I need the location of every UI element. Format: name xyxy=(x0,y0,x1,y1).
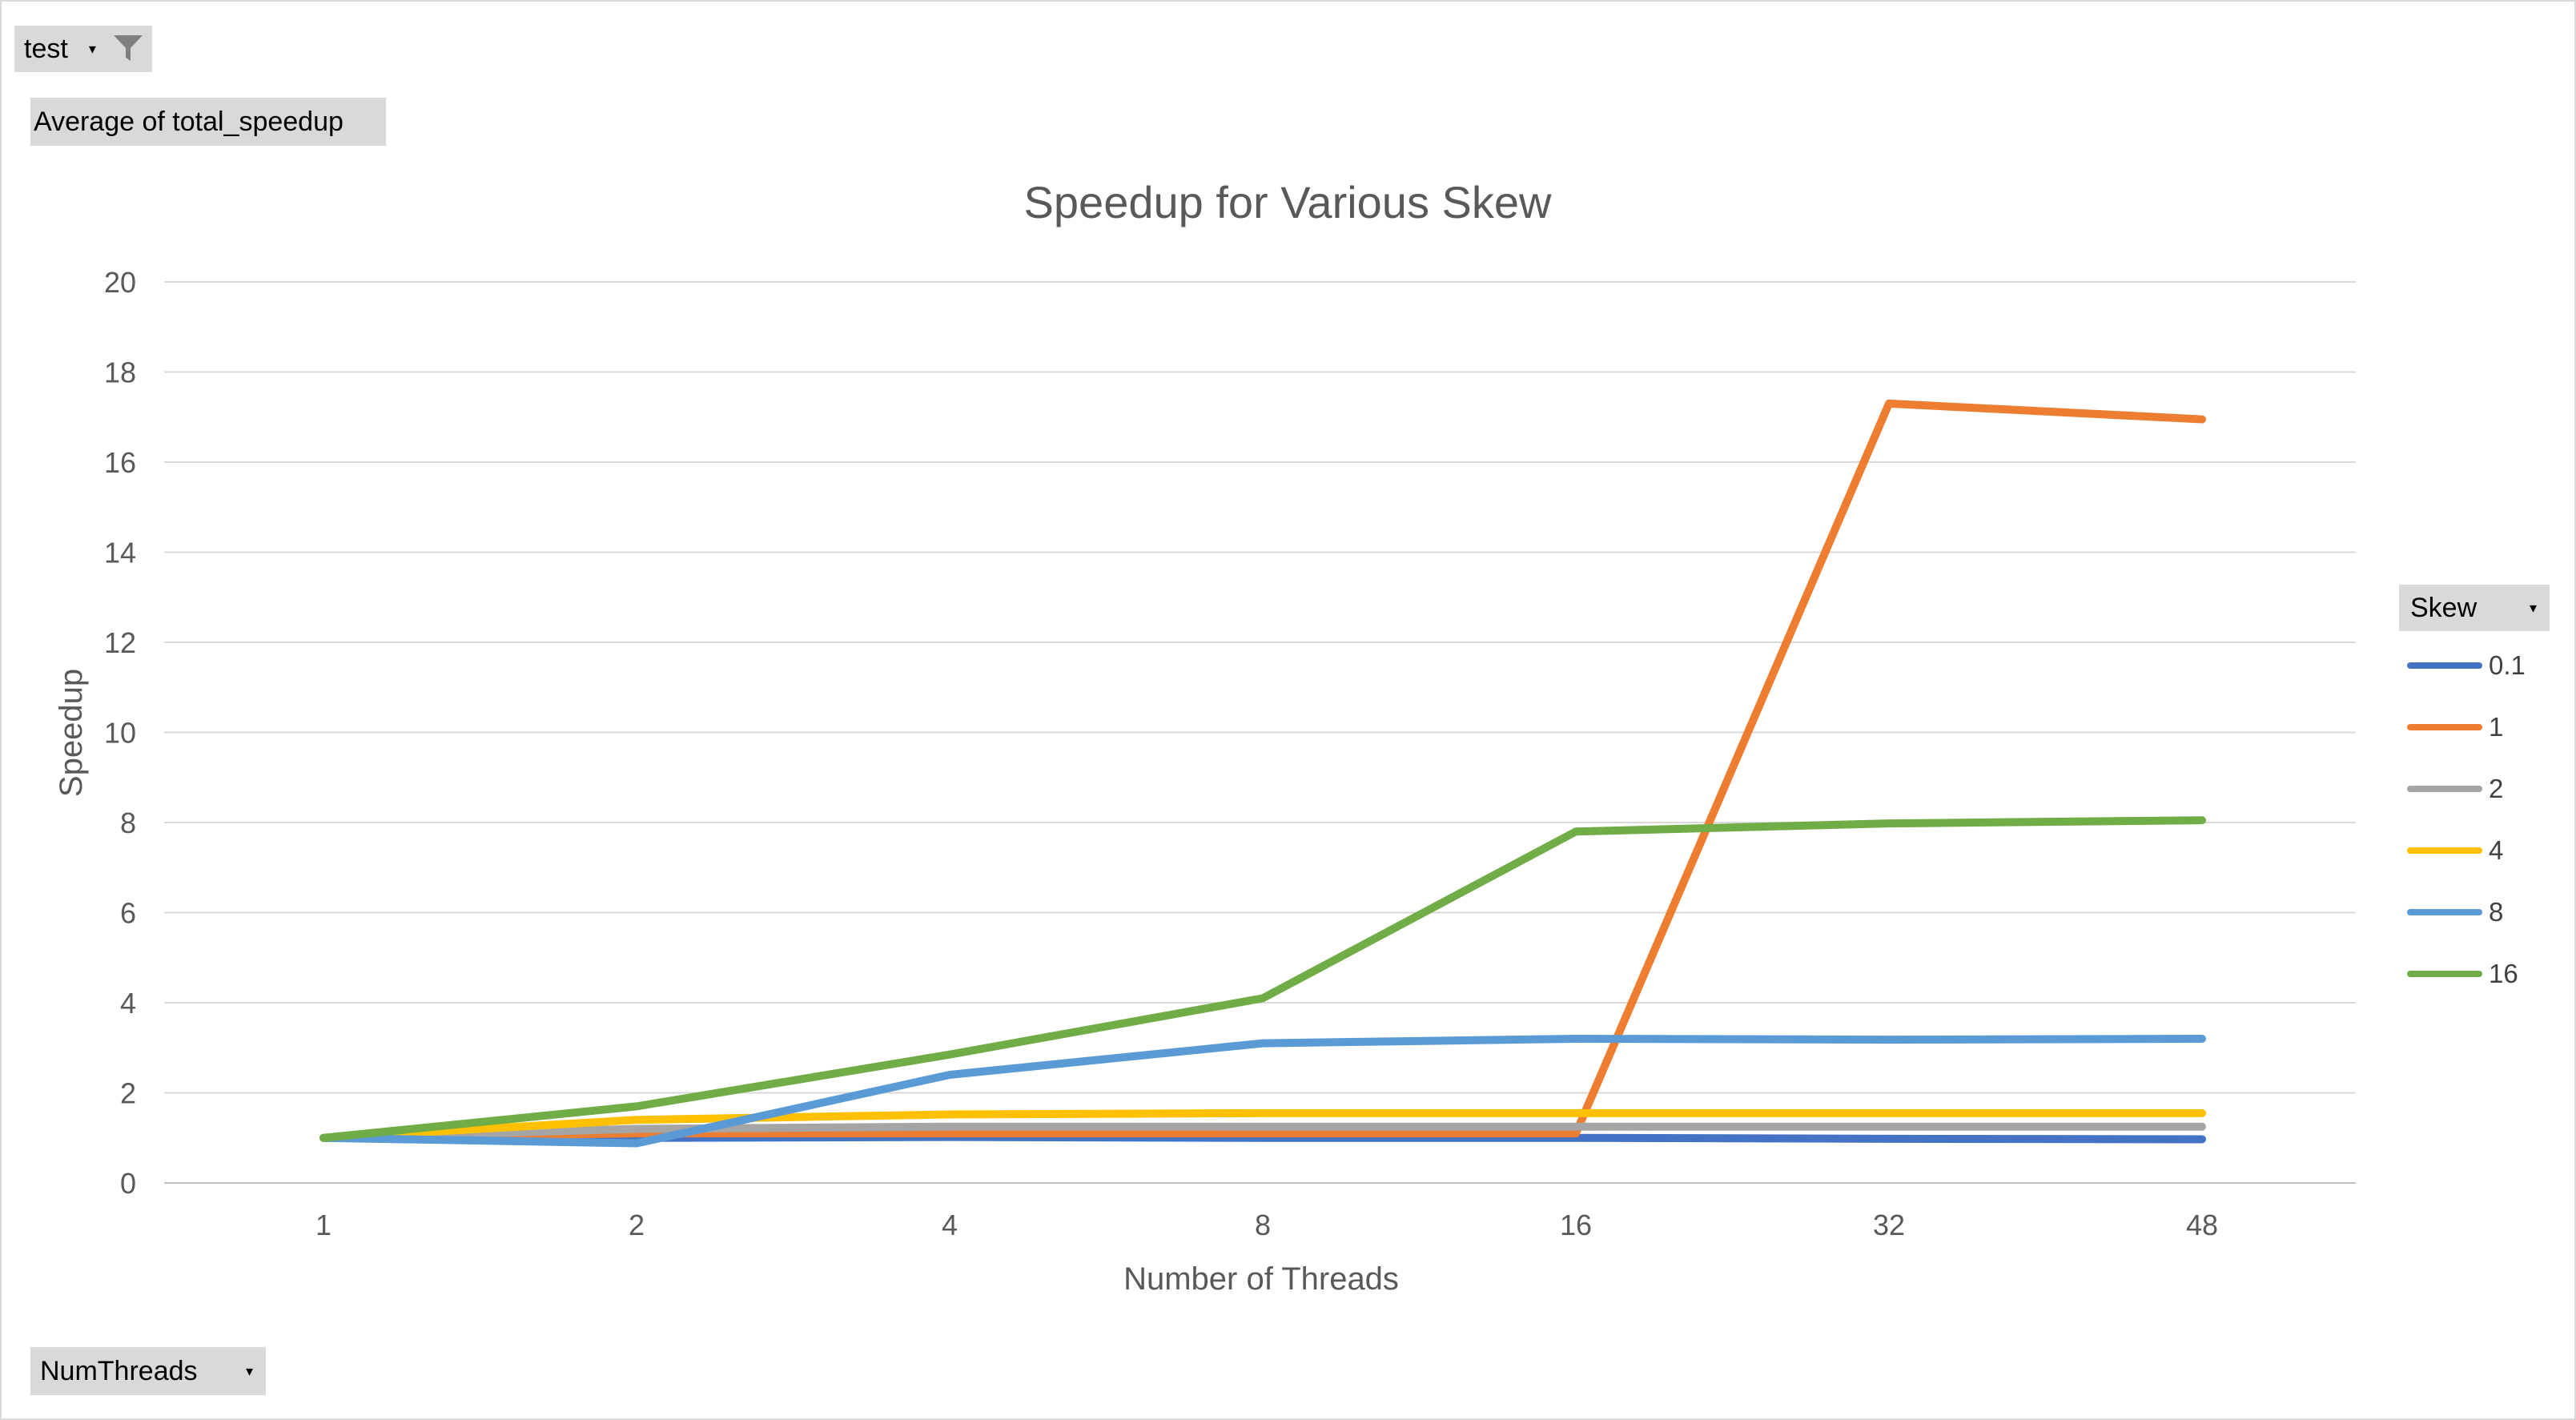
funnel-icon xyxy=(114,35,143,61)
legend-swatch xyxy=(2407,662,2482,669)
legend-field-label: Skew xyxy=(2410,592,2478,623)
axis-field-button[interactable]: NumThreads ▾ xyxy=(30,1347,266,1395)
legend-swatch xyxy=(2407,786,2482,792)
y-tick-label: 14 xyxy=(104,537,136,569)
legend-label: 2 xyxy=(2489,774,2504,803)
legend-swatch xyxy=(2407,847,2482,854)
x-tick-label: 48 xyxy=(2186,1209,2218,1241)
series-line-8 xyxy=(319,1035,2206,1148)
x-tick-label: 16 xyxy=(1560,1209,1592,1241)
y-tick-label: 6 xyxy=(120,897,136,930)
y-tick-label: 8 xyxy=(120,807,136,839)
legend-swatch xyxy=(2407,971,2482,977)
y-tick-labels: 0 2 4 6 8 10 12 14 16 18 20 xyxy=(104,266,136,1200)
y-tick-label: 10 xyxy=(104,717,136,750)
series-line-16 xyxy=(319,816,2206,1142)
y-tick-label: 16 xyxy=(104,446,136,479)
legend-item[interactable]: 0.1 xyxy=(2407,650,2526,682)
dropdown-arrow-icon: ▾ xyxy=(88,41,96,57)
value-field-label: Average of total_speedup xyxy=(34,106,344,137)
y-tick-label: 12 xyxy=(104,626,136,659)
gridlines xyxy=(164,281,2356,1184)
legend-field-button[interactable]: Skew ▾ xyxy=(2399,585,2550,631)
y-tick-label: 0 xyxy=(120,1167,136,1200)
legend-item[interactable]: 2 xyxy=(2407,773,2503,805)
x-tick-label: 4 xyxy=(942,1209,958,1241)
y-tick-label: 4 xyxy=(120,987,136,1020)
legend-label: 1 xyxy=(2489,712,2504,742)
series-line-4 xyxy=(319,1108,2206,1142)
legend-item[interactable]: 16 xyxy=(2407,958,2518,990)
chart-title: Speedup for Various Skew xyxy=(1024,177,1552,227)
axis-field-label: NumThreads xyxy=(40,1355,198,1386)
x-tick-label: 1 xyxy=(315,1209,332,1241)
legend-swatch xyxy=(2407,724,2482,730)
y-tick-label: 18 xyxy=(104,356,136,389)
dropdown-arrow-icon: ▾ xyxy=(245,1363,253,1379)
series-line-2 xyxy=(319,1122,2206,1142)
legend-item[interactable]: 4 xyxy=(2407,835,2503,867)
dropdown-arrow-icon: ▾ xyxy=(2529,600,2537,616)
y-tick-label: 20 xyxy=(104,266,136,299)
legend-label: 0.1 xyxy=(2489,650,2526,680)
value-field-button[interactable]: Average of total_speedup xyxy=(30,98,386,146)
legend-item[interactable]: 1 xyxy=(2407,711,2503,743)
legend-item[interactable]: 8 xyxy=(2407,896,2503,928)
x-tick-label: 2 xyxy=(629,1209,645,1241)
x-tick-label: 8 xyxy=(1255,1209,1271,1241)
y-axis-title: Speedup xyxy=(54,669,89,797)
series-line-1 xyxy=(319,399,2206,1142)
series-line-0.1 xyxy=(319,1132,2206,1144)
series-lines xyxy=(319,399,2206,1148)
legend-swatch xyxy=(2407,909,2482,915)
x-axis-title: Number of Threads xyxy=(1123,1261,1399,1297)
legend-label: 8 xyxy=(2489,897,2504,927)
filter-field-label: test xyxy=(24,33,68,64)
filter-field-button[interactable]: test ▾ xyxy=(14,26,152,72)
y-tick-label: 2 xyxy=(120,1077,136,1110)
legend-label: 4 xyxy=(2489,835,2504,865)
legend-label: 16 xyxy=(2489,959,2518,988)
x-tick-labels: 1 2 4 8 16 32 48 xyxy=(315,1209,2218,1241)
x-tick-label: 32 xyxy=(1873,1209,1905,1241)
